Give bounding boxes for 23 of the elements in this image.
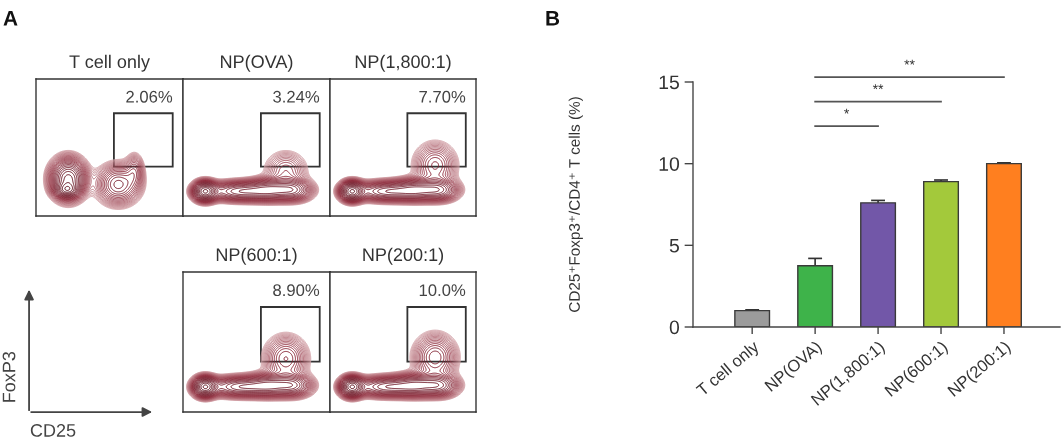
y-tick-label: 0 [669, 320, 680, 335]
text: FoxP3 [2, 351, 16, 402]
text: 7.70% [419, 90, 466, 103]
text: NP(1,800:1) [355, 54, 451, 72]
text: 2.06% [126, 90, 173, 103]
text: NP(600:1) [216, 247, 297, 265]
text: ** [904, 59, 915, 65]
y-tick-label: 15 [659, 75, 679, 90]
y-axis-title: CD25⁺Foxp3⁺/CD4⁺ T cells (%) [568, 97, 583, 312]
y-tick-label: 10 [659, 157, 680, 171]
text: 10.0% [419, 284, 466, 297]
chart-title: B [546, 11, 560, 26]
annotation: ** [872, 84, 884, 90]
y-tick-label: 5 [669, 239, 679, 253]
text: T cell only [69, 54, 150, 72]
x-tick-label: T cell only [695, 339, 763, 400]
text: 3.24% [273, 90, 320, 103]
annotation: * [844, 108, 850, 114]
text: NP(200:1) [363, 247, 444, 265]
text: CD25 [30, 424, 76, 437]
text: 8.90% [273, 284, 320, 297]
text: NP(OVA) [221, 54, 293, 72]
text: A [3, 11, 18, 26]
